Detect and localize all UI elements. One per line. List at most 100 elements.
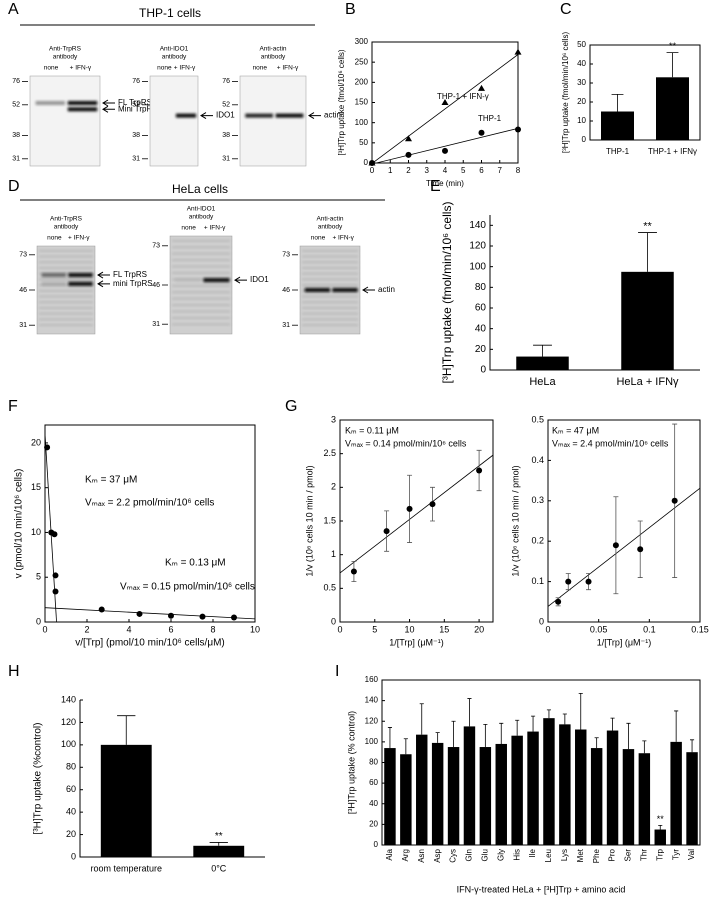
y-axis-label: [³H]Trp uptake (fmol/10⁶ cells)	[337, 49, 346, 155]
y-tick-label: 60	[475, 303, 487, 314]
bar	[638, 753, 651, 845]
background-band	[39, 318, 93, 321]
bar	[516, 356, 569, 370]
marker-label: 31	[132, 156, 140, 163]
background-band	[172, 272, 230, 274]
marker-label: 31	[282, 322, 290, 329]
bar	[447, 747, 460, 845]
plot-frame	[339, 419, 494, 623]
background-band	[39, 295, 93, 298]
series-label: THP-1	[478, 114, 502, 123]
y-axis-label: v (pmol/10 min/10⁶ cells)	[14, 469, 25, 579]
band	[35, 101, 65, 105]
background-band	[172, 323, 230, 326]
bar	[575, 729, 587, 845]
background-band	[172, 285, 230, 287]
bar	[384, 748, 396, 845]
y-tick-label: 120	[365, 716, 379, 725]
category-label: THP-1 + IFNγ	[648, 147, 697, 156]
background-band	[39, 278, 93, 281]
error-bar	[467, 698, 472, 727]
y-tick-label: 0	[480, 365, 486, 376]
y-tick-label: 10	[31, 527, 41, 537]
y-tick-label: 1	[331, 549, 336, 559]
category-label: Trp	[655, 848, 664, 860]
y-tick-label: 80	[66, 762, 76, 772]
background-band	[39, 301, 93, 304]
lane-label: + IFN-γ	[332, 235, 354, 242]
bar	[463, 726, 476, 845]
category-label: Ala	[385, 848, 394, 860]
y-tick-label: 100	[365, 737, 379, 746]
bar	[670, 741, 682, 845]
marker-label: 31	[222, 156, 230, 163]
x-tick-label: 0	[42, 624, 47, 634]
background-band	[302, 278, 358, 281]
background-band	[302, 307, 358, 309]
x-tick-label: 3	[425, 166, 430, 175]
bar	[527, 731, 539, 845]
band-label: IDO1	[250, 275, 269, 284]
point	[478, 84, 485, 91]
band-label: FL TrpRS	[113, 270, 147, 279]
error-bar	[403, 738, 408, 755]
marker-label: 46	[19, 287, 27, 294]
y-axis-label: 1/v (10⁶ cells 10 min / pmol)	[304, 465, 314, 576]
y-tick-label: 10	[577, 116, 586, 125]
y-tick-label: 40	[577, 59, 586, 68]
y-tick-label: 20	[31, 437, 41, 447]
category-label: Gln	[465, 849, 474, 861]
bar	[606, 730, 619, 845]
y-tick-label: 140	[61, 694, 76, 704]
panel-label: C	[560, 1, 572, 18]
x-tick-label: 5	[372, 624, 377, 634]
category-label: Met	[576, 848, 585, 862]
lane-label: none	[47, 235, 62, 242]
y-tick-label: 0	[331, 616, 336, 626]
error-bar	[666, 52, 679, 78]
panel-label: H	[8, 663, 20, 680]
y-tick-label: 20	[369, 819, 378, 828]
band-arrow	[200, 112, 213, 120]
antibody-label: Anti-IDO1	[187, 206, 216, 213]
x-axis-label: IFN-γ-treated HeLa + [³H]Trp + amino aci…	[457, 884, 626, 894]
antibody-label: Anti-TrpRS	[50, 216, 83, 223]
category-label: Ser	[624, 849, 633, 862]
marker-label: 73	[19, 252, 27, 259]
band-arrow	[362, 286, 375, 294]
y-tick-label: 140	[365, 696, 379, 705]
bar	[621, 271, 674, 370]
band-arrow	[97, 271, 110, 279]
point	[199, 613, 206, 620]
y-tick-label: 140	[469, 220, 486, 231]
point	[52, 588, 59, 595]
bar	[193, 845, 245, 857]
error-bar	[499, 722, 504, 744]
fit-line	[44, 607, 256, 620]
y-tick-label: 1.5	[323, 515, 336, 525]
fit-line	[547, 487, 701, 607]
y-tick-label: 20	[475, 344, 487, 355]
error-bar	[546, 709, 552, 719]
category-label: Lys	[560, 849, 569, 861]
bar	[656, 77, 689, 140]
y-axis-label: [³H]Trp uptake (fmol/min/10⁶ cells)	[561, 32, 570, 154]
category-label: Tyr	[671, 849, 680, 860]
y-tick-label: 120	[469, 241, 486, 252]
category-label: His	[512, 849, 521, 861]
bar	[601, 111, 634, 140]
marker-label: 38	[132, 132, 140, 139]
y-axis-label: 1/v (10⁶ cells 10 min / pmol)	[510, 465, 520, 576]
point	[442, 147, 448, 154]
y-tick-label: 50	[359, 138, 368, 147]
category-label: 0°C	[211, 863, 227, 873]
point	[383, 528, 390, 535]
panel-label: F	[8, 398, 18, 415]
plot-frame	[547, 419, 701, 623]
antibody-label: antibody	[261, 54, 286, 61]
y-tick-label: 0.3	[531, 495, 544, 505]
x-tick-label: 4	[126, 624, 131, 634]
significance: **	[657, 814, 665, 824]
lane-label: + IFN-γ	[277, 65, 299, 72]
